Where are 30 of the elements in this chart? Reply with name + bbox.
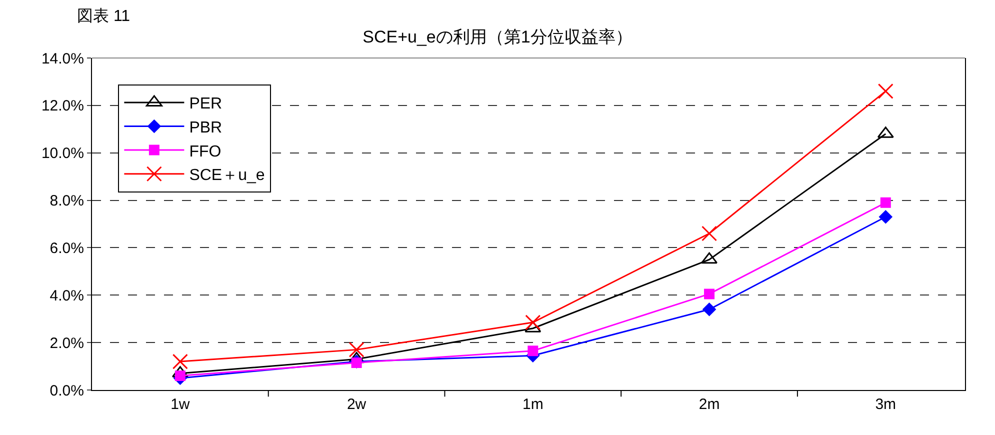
y-tick-label: 14.0%: [41, 50, 84, 68]
y-tick-label: 0.0%: [50, 382, 84, 400]
x-tick-label: 1m: [522, 396, 544, 413]
point: [880, 197, 891, 208]
legend-label: PER: [189, 96, 222, 113]
point: [702, 226, 718, 242]
point: [172, 354, 188, 370]
y-tick-label: 12.0%: [41, 98, 84, 115]
legend-label: FFO: [189, 143, 222, 160]
text: 図表 11: [77, 7, 130, 25]
y-tick-label: 8.0%: [50, 192, 84, 210]
point: [878, 83, 894, 99]
y-tick-label: 6.0%: [50, 240, 84, 257]
legend-label: PBR: [189, 120, 222, 136]
point: [348, 342, 364, 358]
chart-title: SCE+u_eの利用（第1分位収益率）: [362, 27, 632, 46]
point: [701, 252, 718, 264]
point: [528, 346, 538, 356]
point: [702, 302, 716, 316]
point: [525, 314, 541, 330]
x-tick-label: 3m: [875, 396, 896, 413]
legend-label: SCE＋u_e: [189, 167, 265, 184]
y-tick-label: 2.0%: [50, 334, 84, 352]
point: [704, 288, 715, 300]
x-tick-label: 1w: [170, 396, 190, 413]
y-tick-label: 4.0%: [50, 287, 84, 304]
x-tick-label: 2m: [698, 396, 720, 413]
x-tick-label: 2w: [346, 396, 366, 413]
point: [879, 210, 892, 224]
y-tick-label: 10.0%: [41, 145, 84, 162]
